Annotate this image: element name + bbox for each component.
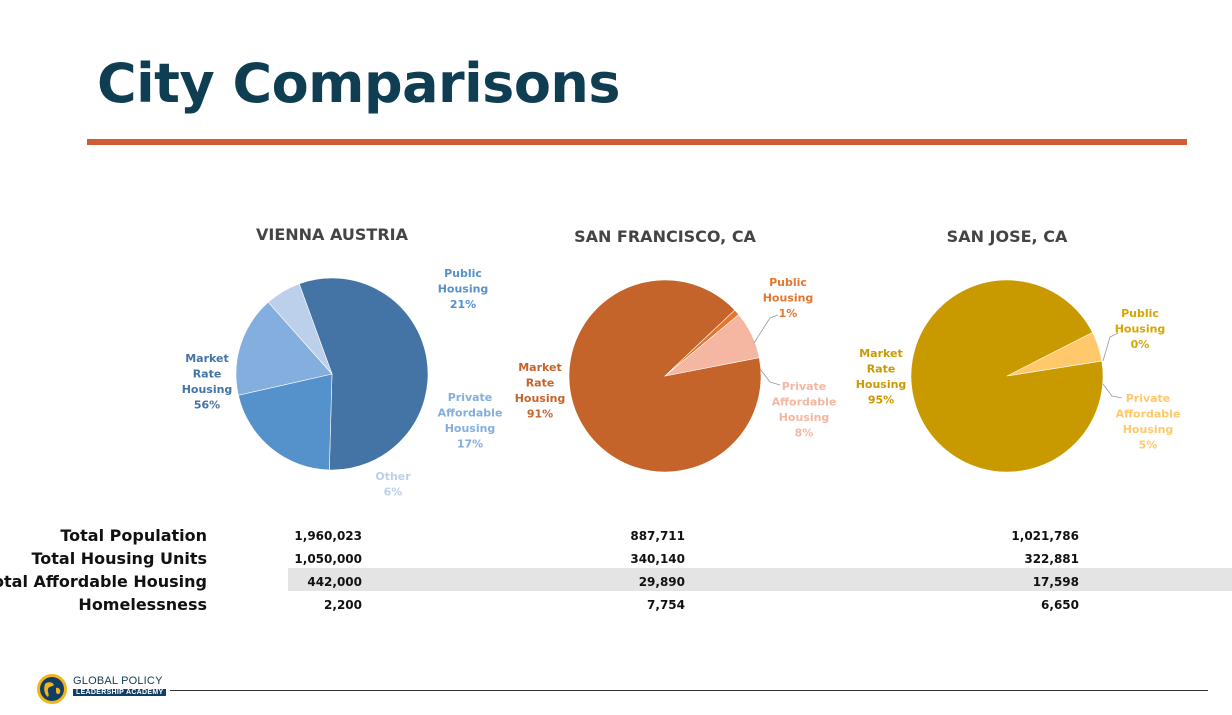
footer-divider [170, 690, 1208, 691]
slice-percent: 8% [795, 427, 814, 440]
table-cell: 29,890 [638, 575, 685, 589]
table-cell: 6,650 [1041, 598, 1079, 612]
slice-label: Market Rate Housing 56% [182, 352, 233, 412]
table-cell: 2,200 [324, 598, 362, 612]
pie-slice [664, 314, 760, 377]
slice-label-line: Housing [438, 283, 489, 296]
pie-slice [267, 283, 333, 375]
globe-logo-icon [37, 674, 67, 704]
table-cell: 1,960,023 [294, 529, 362, 543]
slice-label-line: Housing [182, 383, 233, 396]
table-cell: 887,711 [630, 529, 685, 543]
slice-percent: 95% [868, 394, 894, 407]
slice-label-line: Private [1126, 392, 1171, 405]
pie-chart-0: VIENNA AUSTRIA Market Rate Housing 56% Public… [182, 225, 503, 499]
leader-line [1102, 383, 1123, 399]
slice-label-line: Affordable [1116, 408, 1181, 421]
slice-label-line: Other [375, 470, 411, 483]
slice-label-line: Rate [193, 368, 222, 381]
slice-label-line: Affordable [438, 407, 503, 420]
pie-chart-2: SAN JOSE, CA Market Rate Housing 95% Public Ho… [856, 227, 1181, 473]
chart-title: VIENNA AUSTRIA [256, 225, 409, 244]
table-cell: 7,754 [647, 598, 685, 612]
table-cell: 442,000 [307, 575, 362, 589]
slice-label-line: Housing [445, 422, 496, 435]
slice-label-line: Public [769, 276, 807, 289]
row-label: Total Population [60, 526, 207, 545]
slice-label: Market Rate Housing 91% [515, 361, 566, 421]
slice-label-line: Market [859, 347, 903, 360]
slice-label-line: Housing [1115, 323, 1166, 336]
slice-label-line: Affordable [772, 396, 837, 409]
slice-percent: 56% [194, 399, 220, 412]
table-cell: 322,881 [1024, 552, 1079, 566]
slice-label: Private Affordable Housing 8% [772, 380, 837, 440]
table-highlight-band [288, 568, 1232, 591]
table-cell: 1,050,000 [294, 552, 362, 566]
slice-percent: 17% [457, 438, 483, 451]
logo-subtitle: LEADERSHIP ACADEMY [73, 689, 167, 696]
row-label: Total Affordable Housing [0, 572, 207, 591]
slice-label: Private Affordable Housing 5% [1116, 392, 1181, 452]
leader-line [753, 314, 779, 344]
slice-label-line: Public [1121, 307, 1159, 320]
slice-label: Market Rate Housing 95% [856, 347, 907, 407]
slice-label-line: Private [782, 380, 827, 393]
slice-percent: 6% [384, 486, 403, 499]
slice-percent: 5% [1139, 439, 1158, 452]
slice-percent: 1% [779, 307, 798, 320]
pie-slice [1006, 332, 1103, 377]
slice-label: Public Housing 21% [438, 267, 489, 311]
page-title: City Comparisons [97, 52, 621, 115]
table-row: Total Affordable Housing 442,000 29,890 17,… [0, 572, 1232, 594]
chart-title: SAN JOSE, CA [947, 227, 1068, 246]
slice-label: Public Housing 1% [763, 276, 814, 320]
pie-charts: VIENNA AUSTRIA Market Rate Housing 56% Public… [182, 225, 1181, 499]
slice-label: Public Housing 0% [1115, 307, 1166, 351]
slice-label-line: Market [185, 352, 229, 365]
slice-label-line: Housing [779, 411, 830, 424]
slice-label-line: Private [448, 391, 493, 404]
chart-title: SAN FRANCISCO, CA [574, 227, 756, 246]
table-row: Total Housing Units 1,050,000 340,140 322,8… [0, 549, 1232, 571]
slice-percent: 91% [527, 408, 553, 421]
slice-label: Private Affordable Housing 17% [438, 391, 503, 451]
table-row: Total Population 1,960,023 887,711 1,021,78… [0, 526, 1232, 548]
slice-percent: 21% [450, 298, 476, 311]
slice-label-line: Public [444, 267, 482, 280]
slice-label-line: Housing [856, 378, 907, 391]
pie-chart-1: SAN FRANCISCO, CA Market Rate Housing 91% Pub… [515, 227, 837, 473]
pie-slice [298, 277, 429, 471]
table-row: Homelessness 2,200 7,754 6,650 [0, 595, 1232, 617]
row-label: Homelessness [78, 595, 207, 614]
slice-label-line: Rate [867, 363, 896, 376]
slice-percent: 0% [1131, 338, 1150, 351]
slice-label-line: Rate [526, 377, 555, 390]
pie-slice [238, 373, 333, 471]
slice-label-line: Market [518, 361, 562, 374]
leader-line [1102, 332, 1119, 362]
title-underline [87, 139, 1187, 145]
logo-name: GLOBAL POLICY [73, 675, 163, 687]
leader-line [759, 368, 781, 386]
slice-label-line: Housing [1123, 423, 1174, 436]
slice-label-line: Housing [763, 292, 814, 305]
pie-slice [235, 301, 333, 396]
slice-label-line: Housing [515, 392, 566, 405]
table-cell: 340,140 [630, 552, 685, 566]
table-cell: 17,598 [1032, 575, 1079, 589]
slice-label: Other 6% [375, 470, 411, 499]
table-cell: 1,021,786 [1011, 529, 1079, 543]
row-label: Total Housing Units [31, 549, 207, 568]
